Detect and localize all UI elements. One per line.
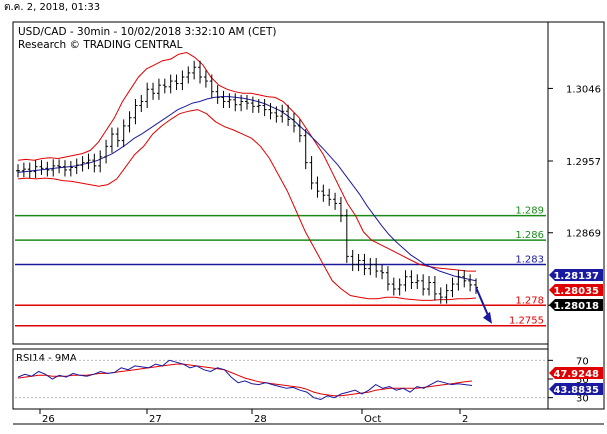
rsi-tag-red-label: 47.9248 (553, 369, 599, 380)
x-tick-label: 26 (42, 414, 55, 425)
price-tag-black-label: 1.28018 (553, 301, 599, 312)
forecast-arrow-line (475, 286, 490, 319)
level-label: 1.278 (515, 295, 544, 306)
y-tick-label: 1.3046 (566, 84, 601, 95)
rsi-y-tick-label: 50 (576, 375, 589, 386)
price-tag-blue-bg (549, 269, 603, 281)
right-axis-frame (547, 21, 605, 410)
rsi-ma-line (17, 363, 473, 397)
x-tick-label: 2 (462, 414, 468, 425)
level-label: 1.283 (515, 255, 544, 266)
rsi-panel-frame (12, 348, 549, 410)
x-tick-label: 27 (149, 414, 162, 425)
rsi-line (17, 359, 473, 401)
y-tick-label: 1.2957 (566, 157, 601, 168)
rsi-tag-blue-label: 43.8835 (553, 385, 599, 396)
rsi-tag-blue-bg (549, 383, 603, 395)
chart-subtitle: Research © TRADING CENTRAL (18, 39, 183, 51)
y-tick-label: 1.2869 (566, 229, 601, 240)
price-tag-red-label: 1.28035 (553, 286, 599, 297)
price-tag-red-bg (549, 284, 603, 296)
price-tag-black-bg (549, 299, 603, 311)
rsi-y-tick-label: 30 (576, 394, 589, 405)
rsi-title: RSI14 - 9MA (16, 353, 77, 364)
main-panel-frame (12, 21, 549, 345)
rsi-y-tick-label: 70 (576, 356, 589, 367)
chart-title: USD/CAD - 30min - 10/02/2018 3:32:10 AM … (18, 26, 277, 38)
timestamp: ต.ค. 2, 2018, 01:33 (4, 2, 101, 13)
x-tick-label: 28 (254, 414, 267, 425)
rsi-tag-red-bg (549, 367, 603, 379)
bollinger-upper-band (17, 51, 476, 272)
x-tick-label: Oct (364, 414, 381, 425)
forecast-arrowhead (483, 311, 492, 324)
price-tag-blue-label: 1.28137 (553, 271, 599, 282)
level-label: 1.2755 (509, 316, 544, 327)
level-label: 1.289 (515, 206, 544, 217)
bollinger-lower-band (17, 109, 477, 301)
moving-average-line (17, 96, 477, 282)
level-label: 1.286 (515, 230, 544, 241)
